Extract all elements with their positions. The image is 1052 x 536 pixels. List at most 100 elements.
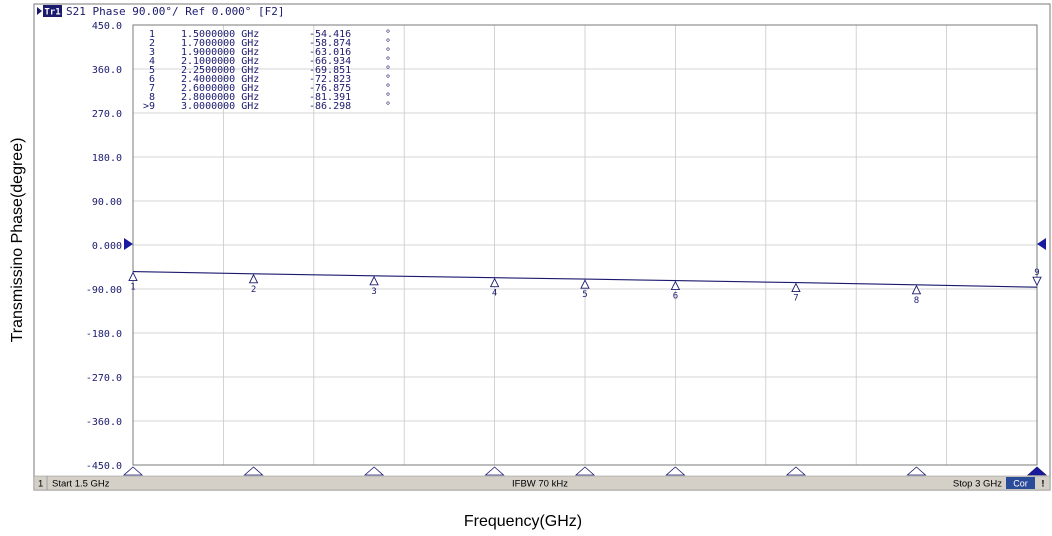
marker-table-frequency: 1.5000000 GHz bbox=[181, 29, 259, 40]
marker-table-id: 2 bbox=[149, 38, 155, 49]
marker-position-icon[interactable] bbox=[906, 466, 927, 476]
marker-label: 4 bbox=[492, 289, 497, 299]
marker-position-icon[interactable] bbox=[785, 466, 806, 476]
channel-number: 1 bbox=[38, 479, 43, 490]
plot-grid bbox=[132, 24, 1038, 466]
marker-table-value: -72.823 bbox=[309, 74, 351, 85]
marker-table-value: -63.016 bbox=[309, 47, 351, 58]
marker-label: 1 bbox=[130, 283, 135, 293]
marker-label: 7 bbox=[793, 294, 798, 304]
marker-triangle-icon[interactable] bbox=[369, 275, 379, 286]
bottom-marker-layer bbox=[122, 466, 1048, 476]
marker-table-id: 5 bbox=[149, 65, 155, 76]
start-frequency[interactable]: Start 1.5 GHz bbox=[52, 479, 110, 490]
marker-layer: 1 2 3 4 5 6 7 8 9 bbox=[128, 268, 1042, 306]
cor-label: Cor bbox=[1013, 479, 1028, 489]
marker-table-value: -66.934 bbox=[309, 56, 351, 67]
marker-position-icon[interactable] bbox=[122, 466, 144, 476]
ref-level-left-icon[interactable] bbox=[124, 238, 133, 250]
y-tick-label: 450.0 bbox=[92, 21, 122, 32]
y-tick-label: 90.00 bbox=[92, 197, 122, 208]
marker-table-frequency: 1.9000000 GHz bbox=[181, 47, 259, 58]
marker-table-id: >9 bbox=[143, 101, 155, 112]
marker-table-id: 4 bbox=[149, 56, 155, 67]
marker-table: 1 1.5000000 GHz -54.416 ° 2 1.7000000 GHz -58.… bbox=[143, 29, 391, 112]
marker-table-unit: ° bbox=[385, 47, 391, 58]
stop-frequency[interactable]: Stop 3 GHz bbox=[953, 479, 1002, 490]
marker-triangle-icon[interactable] bbox=[1032, 276, 1042, 287]
trace-badge[interactable] bbox=[43, 5, 62, 17]
marker-triangle-icon[interactable] bbox=[670, 280, 681, 291]
marker-label: 2 bbox=[251, 285, 256, 295]
marker-table-unit: ° bbox=[385, 101, 391, 112]
cor-badge[interactable] bbox=[1006, 477, 1035, 489]
marker-label: 8 bbox=[914, 296, 919, 306]
marker-table-frequency: 1.7000000 GHz bbox=[181, 38, 259, 49]
y-tick-label: 360.0 bbox=[92, 65, 122, 76]
marker-label: 5 bbox=[582, 290, 587, 300]
trace-badge-label: Tr1 bbox=[44, 8, 60, 18]
marker-triangle-icon[interactable] bbox=[911, 284, 922, 295]
marker-position-icon[interactable] bbox=[484, 466, 505, 476]
marker-table-value: -81.391 bbox=[309, 92, 351, 103]
marker-table-unit: ° bbox=[385, 74, 391, 85]
marker-triangle-icon[interactable] bbox=[248, 273, 259, 284]
marker-table-unit: ° bbox=[385, 65, 391, 76]
marker-table-unit: ° bbox=[385, 29, 391, 40]
marker-table-id: 6 bbox=[149, 74, 155, 85]
marker-table-frequency: 2.4000000 GHz bbox=[181, 74, 259, 85]
plot-border bbox=[132, 24, 1038, 466]
ifbw-value[interactable]: IFBW 70 kHz bbox=[512, 479, 568, 490]
y-tick-label: -360.0 bbox=[86, 417, 122, 428]
y-tick-label: -270.0 bbox=[86, 373, 122, 384]
marker-table-frequency: 2.8000000 GHz bbox=[181, 92, 259, 103]
marker-table-frequency: 2.1000000 GHz bbox=[181, 56, 259, 67]
header-row: Tr1 S21 Phase 90.00°/ Ref 0.000° [F2] bbox=[37, 5, 285, 18]
marker-position-icon[interactable] bbox=[243, 466, 264, 476]
y-tick-label: 0.000 bbox=[92, 241, 122, 252]
marker-table-value: -69.851 bbox=[309, 65, 351, 76]
marker-position-icon[interactable] bbox=[364, 466, 385, 476]
marker-table-value: -54.416 bbox=[309, 29, 351, 40]
marker-position-icon[interactable] bbox=[665, 466, 686, 476]
marker-table-id: 3 bbox=[149, 47, 155, 58]
active-trace-arrow-icon bbox=[37, 7, 42, 15]
marker-label: 3 bbox=[371, 287, 376, 297]
marker-table-value: -58.874 bbox=[309, 38, 351, 49]
marker-table-id: 7 bbox=[149, 83, 155, 94]
status-bar: 1 Start 1.5 GHz IFBW 70 kHz Stop 3 GHz C… bbox=[33, 475, 1051, 491]
trace-layer bbox=[132, 271, 1038, 288]
y-tick-label: -450.0 bbox=[86, 461, 122, 472]
status-bar-bg bbox=[33, 475, 1051, 491]
marker-table-id: 8 bbox=[149, 92, 155, 103]
warning-indicator: ! bbox=[1041, 479, 1044, 490]
marker-triangle-icon[interactable] bbox=[128, 271, 138, 282]
marker-table-frequency: 2.2500000 GHz bbox=[181, 65, 259, 76]
marker-table-unit: ° bbox=[385, 38, 391, 49]
marker-position-icon[interactable] bbox=[574, 466, 596, 476]
header-text: S21 Phase 90.00°/ Ref 0.000° [F2] bbox=[66, 5, 285, 18]
marker-position-icon[interactable] bbox=[1026, 466, 1048, 476]
marker-triangle-icon[interactable] bbox=[580, 279, 590, 289]
marker-label: 6 bbox=[673, 292, 678, 302]
y-tick-label: 270.0 bbox=[92, 109, 122, 120]
marker-label: 9 bbox=[1034, 268, 1039, 278]
marker-table-value: -76.875 bbox=[309, 83, 351, 94]
marker-table-frequency: 3.0000000 GHz bbox=[181, 101, 259, 112]
y-tick-label: -90.00 bbox=[86, 285, 122, 296]
trace-s21 bbox=[132, 271, 1038, 288]
y-tick-label: -180.0 bbox=[86, 329, 122, 340]
marker-table-unit: ° bbox=[385, 56, 391, 67]
marker-triangle-icon[interactable] bbox=[791, 282, 801, 293]
marker-table-unit: ° bbox=[385, 83, 391, 94]
marker-table-unit: ° bbox=[385, 92, 391, 103]
y-tick-labels: 450.0 360.0 270.0 180.0 90.00 0.000 -90.00 -180… bbox=[86, 21, 122, 472]
y-axis-label: Transmissino Phase(degree) bbox=[9, 138, 26, 343]
y-tick-label: 180.0 bbox=[92, 153, 122, 164]
marker-table-value: -86.298 bbox=[309, 101, 351, 112]
ref-level-right-icon[interactable] bbox=[1037, 238, 1046, 250]
marker-triangle-icon[interactable] bbox=[489, 277, 500, 288]
marker-table-frequency: 2.6000000 GHz bbox=[181, 83, 259, 94]
marker-table-id: 1 bbox=[149, 29, 155, 40]
